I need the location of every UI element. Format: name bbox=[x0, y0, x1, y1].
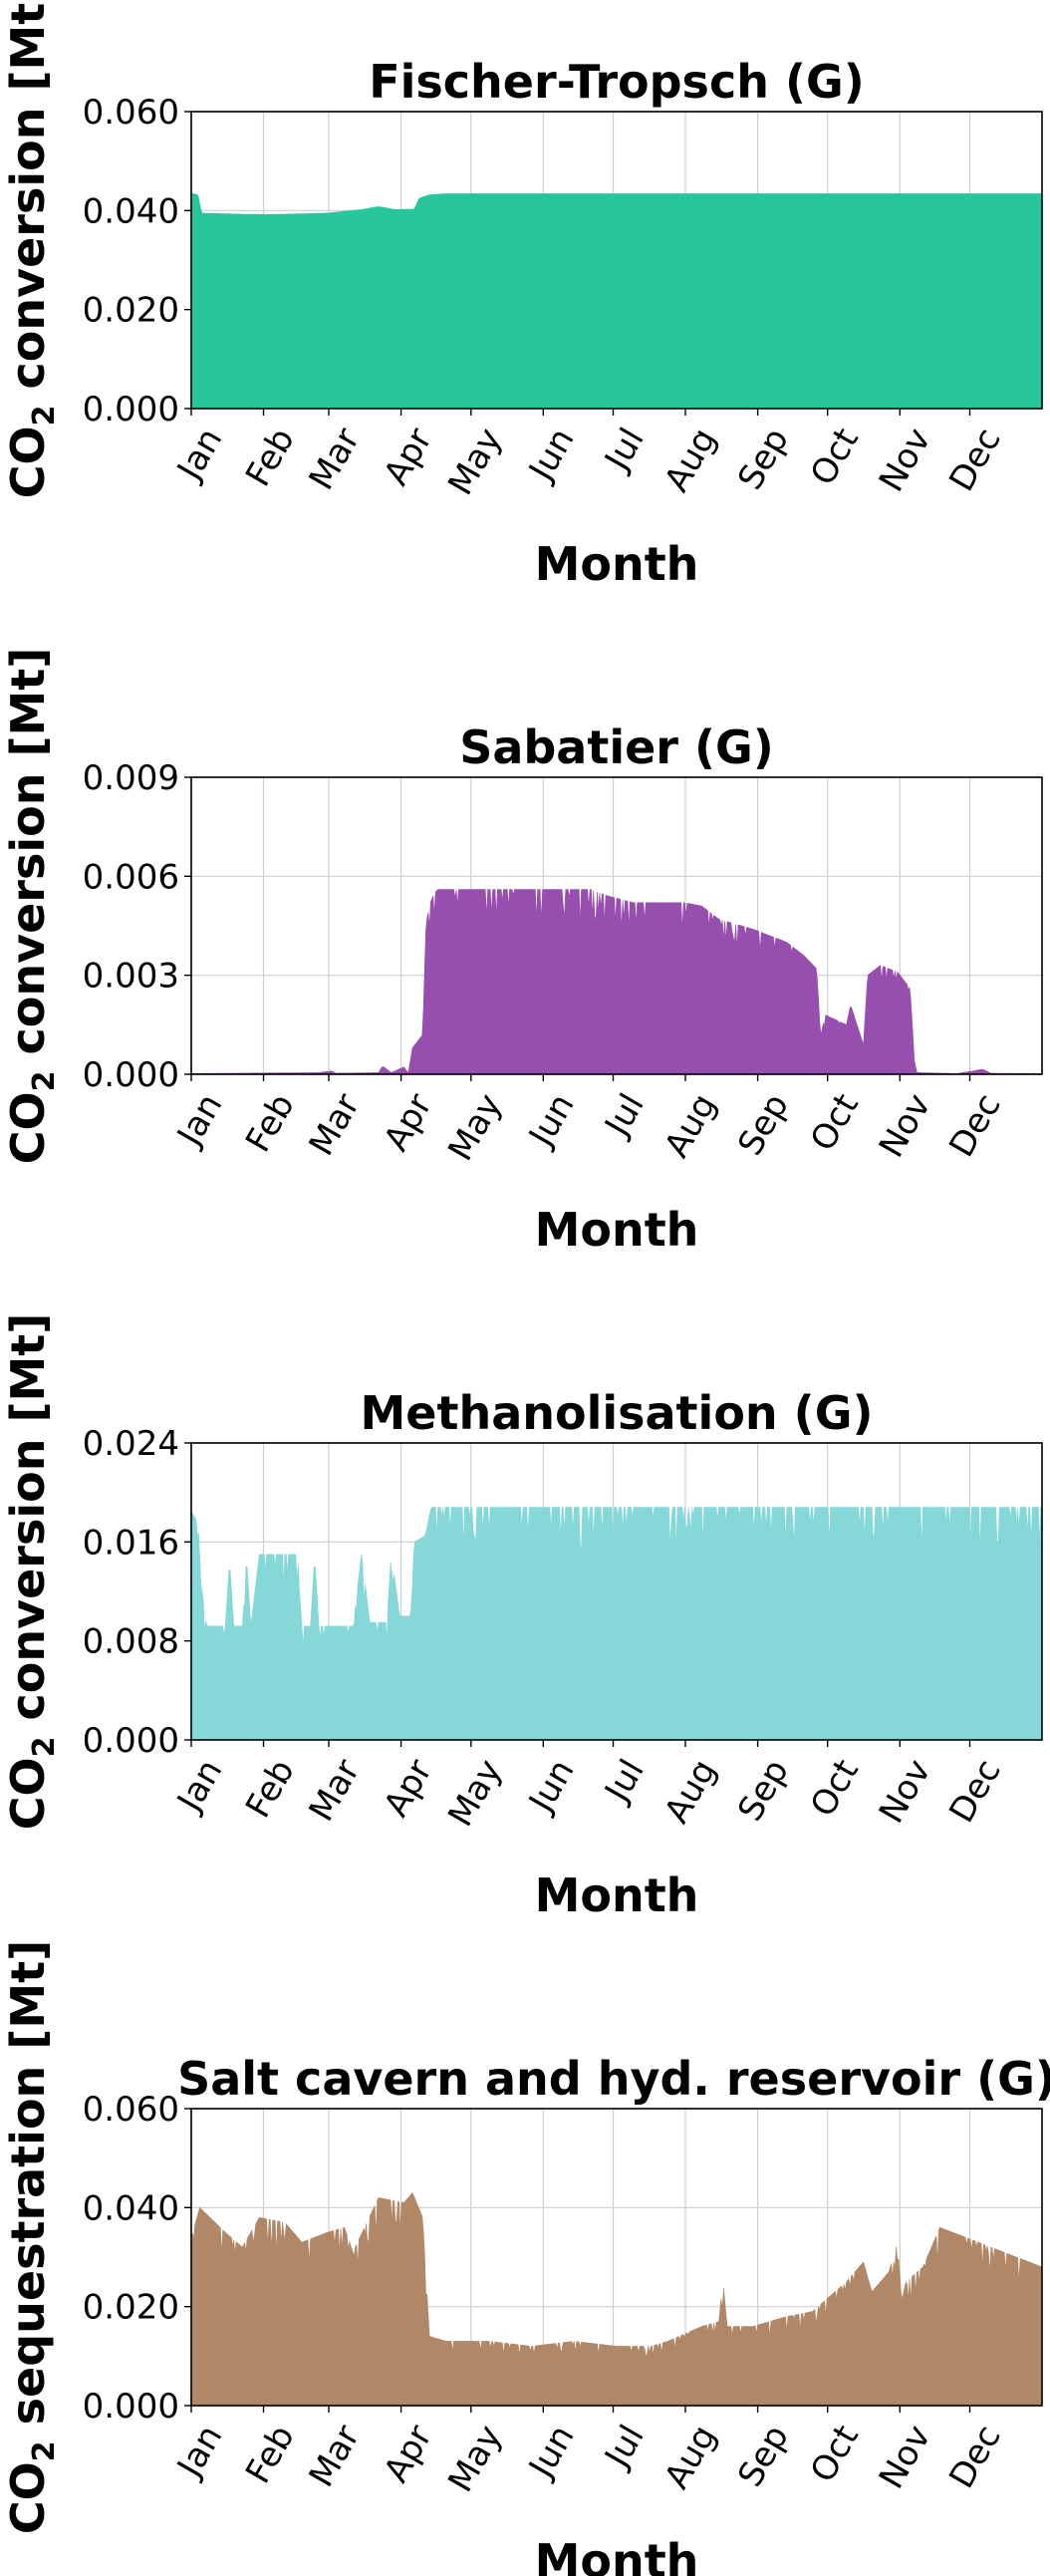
x-tick-label: Oct bbox=[803, 1087, 867, 1158]
y-tick-label: 0.000 bbox=[83, 390, 179, 429]
x-tick-label: May bbox=[440, 1087, 510, 1168]
x-tick-label: Sep bbox=[730, 2419, 797, 2494]
y-tick-label: 0.020 bbox=[83, 2288, 179, 2328]
x-tick-label: Feb bbox=[238, 2419, 303, 2490]
plot-frame bbox=[190, 2108, 1043, 2407]
y-tick-label: 0.000 bbox=[83, 2387, 179, 2427]
x-axis-label: Month bbox=[535, 2534, 699, 2576]
x-tick-label: Feb bbox=[238, 1087, 303, 1159]
x-tick-label: Aug bbox=[656, 422, 724, 498]
y-tick-label: 0.008 bbox=[83, 1622, 179, 1662]
x-tick-label: Sep bbox=[730, 1753, 797, 1829]
x-tick-label: Jul bbox=[597, 2419, 653, 2475]
x-tick-label: Oct bbox=[803, 1753, 867, 1824]
x-tick-label: Dec bbox=[941, 1087, 1009, 1164]
y-axis-label: CO2 conversion [Mt] bbox=[1, 1313, 62, 1831]
x-tick-label: Sep bbox=[730, 422, 797, 497]
y-tick-label: 0.000 bbox=[83, 1721, 179, 1761]
x-tick-label: Feb bbox=[238, 1753, 303, 1825]
y-tick-label: 0.009 bbox=[83, 758, 179, 798]
y-tick-label: 0.006 bbox=[83, 857, 179, 897]
x-tick-label: Jul bbox=[597, 422, 653, 478]
y-tick-label: 0.060 bbox=[83, 93, 179, 133]
x-tick-label: Dec bbox=[941, 422, 1009, 498]
plot-frame bbox=[190, 1442, 1043, 1741]
y-tick-label: 0.020 bbox=[83, 291, 179, 331]
x-axis-label: Month bbox=[535, 1203, 699, 1257]
x-tick-label: Jan bbox=[168, 422, 230, 488]
area-series bbox=[190, 889, 1043, 1075]
chart-title: Fischer-Tropsch (G) bbox=[369, 55, 865, 109]
area-series bbox=[190, 1507, 1043, 1741]
y-tick-label: 0.040 bbox=[83, 191, 179, 231]
x-tick-label: Jan bbox=[168, 1087, 230, 1154]
x-tick-label: May bbox=[440, 1753, 510, 1834]
x-tick-label: Sep bbox=[730, 1087, 797, 1163]
x-axis-label: Month bbox=[535, 1868, 699, 1922]
x-tick-label: Feb bbox=[238, 422, 303, 493]
x-tick-label: Mar bbox=[302, 2419, 369, 2494]
x-tick-label: Jun bbox=[520, 422, 582, 489]
x-tick-label: Jun bbox=[520, 1753, 582, 1821]
plot-frame bbox=[190, 776, 1043, 1075]
x-tick-label: Mar bbox=[302, 1753, 369, 1829]
x-tick-label: Mar bbox=[302, 422, 369, 497]
x-tick-label: Apr bbox=[377, 2419, 440, 2489]
x-tick-label: Jan bbox=[168, 1753, 230, 1820]
x-tick-label: Apr bbox=[377, 1753, 440, 1824]
y-tick-label: 0.024 bbox=[83, 1424, 179, 1464]
x-tick-label: Mar bbox=[302, 1087, 369, 1163]
y-tick-label: 0.040 bbox=[83, 2188, 179, 2228]
y-axis-label: CO2 sequestration [Mt] bbox=[1, 1940, 62, 2534]
x-tick-label: Nov bbox=[872, 2419, 939, 2495]
x-tick-label: Apr bbox=[377, 422, 440, 492]
x-tick-label: Aug bbox=[656, 1753, 724, 1830]
x-tick-label: Nov bbox=[872, 422, 939, 498]
x-tick-label: Nov bbox=[872, 1753, 939, 1830]
x-tick-label: Jan bbox=[168, 2419, 230, 2485]
area-series bbox=[190, 192, 1043, 410]
x-axis-label: Month bbox=[535, 537, 699, 591]
x-tick-label: Jul bbox=[597, 1087, 653, 1144]
chart-title: Salt cavern and hyd. reservoir (G) bbox=[177, 2052, 1050, 2106]
area-series bbox=[190, 2191, 1043, 2407]
x-tick-label: Jun bbox=[520, 1087, 582, 1155]
x-tick-label: Dec bbox=[941, 1753, 1009, 1830]
x-tick-label: Oct bbox=[803, 422, 867, 492]
x-tick-label: Nov bbox=[872, 1087, 939, 1164]
plot-frame bbox=[190, 111, 1043, 410]
y-tick-label: 0.060 bbox=[83, 2090, 179, 2130]
x-tick-label: Jun bbox=[520, 2419, 582, 2486]
chart-title: Methanolisation (G) bbox=[361, 1386, 874, 1440]
x-tick-label: Apr bbox=[377, 1087, 440, 1158]
y-axis-label: CO2 conversion [Mt] bbox=[1, 0, 62, 498]
y-axis-label: CO2 conversion [Mt] bbox=[1, 648, 62, 1165]
y-tick-label: 0.016 bbox=[83, 1523, 179, 1563]
x-tick-label: Oct bbox=[803, 2419, 867, 2489]
x-tick-label: May bbox=[440, 422, 510, 502]
y-tick-label: 0.003 bbox=[83, 957, 179, 997]
y-tick-label: 0.000 bbox=[83, 1055, 179, 1095]
x-tick-label: Jul bbox=[597, 1753, 653, 1810]
x-tick-label: Aug bbox=[656, 2419, 724, 2495]
x-tick-label: Dec bbox=[941, 2419, 1009, 2495]
x-tick-label: May bbox=[440, 2419, 510, 2499]
chart-title: Sabatier (G) bbox=[459, 720, 774, 774]
x-tick-label: Aug bbox=[656, 1087, 724, 1164]
